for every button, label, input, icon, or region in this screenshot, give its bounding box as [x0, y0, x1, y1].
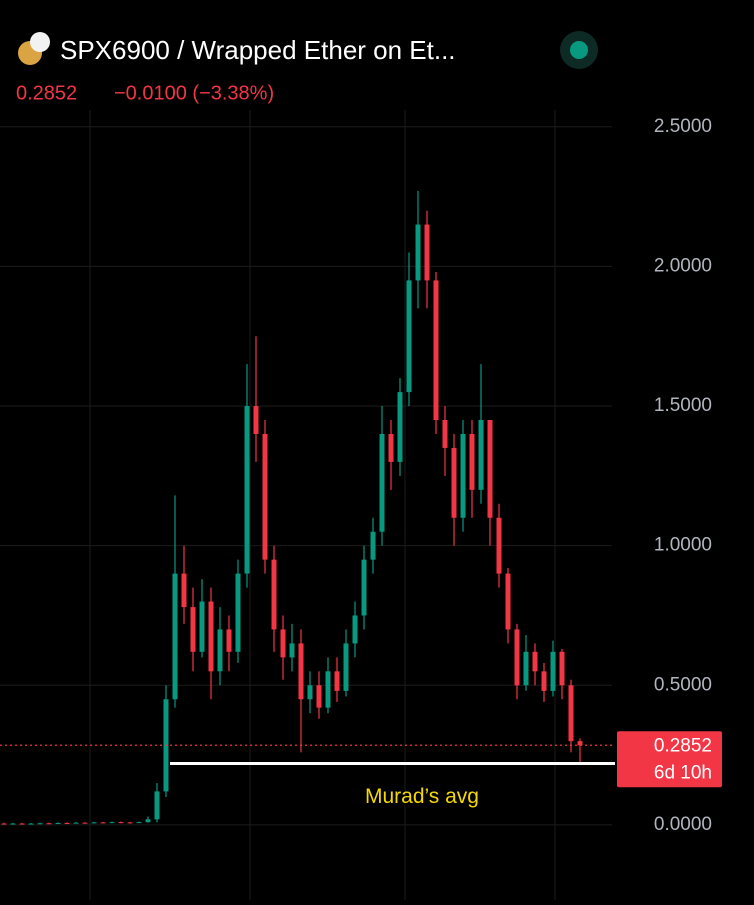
y-tick-label: 1.0000	[654, 535, 712, 556]
y-tick-label: 1.5000	[654, 395, 712, 416]
candle-body	[307, 685, 313, 700]
header-change: −0.0100 (−3.38%)	[114, 82, 274, 104]
candle-body	[361, 559, 367, 616]
y-tick-label: 2.5000	[654, 116, 712, 137]
candle-body	[253, 406, 259, 434]
candle-body	[298, 643, 304, 700]
candle-body	[244, 406, 250, 574]
logo	[18, 32, 50, 65]
candle-body	[325, 671, 331, 708]
candle-body	[577, 741, 583, 746]
candle-body	[478, 420, 484, 490]
candle-body	[19, 823, 25, 825]
candle-body	[541, 671, 547, 691]
candle-body	[433, 280, 439, 421]
chart-title: SPX6900 / Wrapped Ether on Et...	[60, 35, 456, 65]
candle-body	[514, 629, 520, 686]
candle-body	[487, 420, 493, 518]
candle-body	[235, 573, 241, 652]
candle-body	[127, 822, 133, 824]
candle-body	[46, 823, 52, 825]
annotation-label: Murad’s avg	[365, 785, 479, 808]
header-price: 0.2852	[16, 82, 77, 104]
candle-body	[568, 685, 574, 742]
candle-body	[172, 573, 178, 700]
candle-body	[316, 685, 322, 708]
y-tick-label: 2.0000	[654, 255, 712, 276]
candle-body	[496, 517, 502, 574]
candle-body	[190, 607, 196, 652]
candle-body	[199, 601, 205, 652]
candle-body	[469, 433, 475, 490]
candle-body	[334, 671, 340, 691]
candle-body	[37, 823, 43, 825]
candle-body	[154, 791, 160, 820]
candle-body	[217, 629, 223, 672]
candle-body	[1, 823, 7, 825]
candle-body	[271, 559, 277, 630]
candle-body	[559, 651, 565, 686]
candle-body	[28, 823, 34, 825]
candle-body	[442, 420, 448, 448]
candle-body	[415, 224, 421, 281]
candle-body	[550, 651, 556, 691]
candle-body	[388, 433, 394, 462]
candle-body	[532, 651, 538, 672]
candle-body	[226, 629, 232, 652]
candle-body	[91, 822, 97, 824]
candle-body	[73, 822, 79, 824]
candle-body	[262, 433, 268, 560]
candle-body	[370, 531, 376, 560]
candle-body	[280, 629, 286, 658]
candle-body	[109, 822, 115, 824]
candle-body	[289, 643, 295, 658]
candle-body	[406, 280, 412, 393]
candle-body	[424, 224, 430, 281]
candle-body	[55, 822, 61, 824]
candle-body	[136, 822, 142, 824]
candle-body	[118, 822, 124, 824]
candle-body	[523, 651, 529, 686]
candle-body	[352, 615, 358, 644]
candle-body	[460, 433, 466, 518]
candle-body	[451, 447, 457, 518]
candle-body	[505, 573, 511, 630]
candle-body	[64, 822, 70, 824]
y-tick-label: 0.0000	[654, 814, 712, 835]
countdown-label: 6d 10h	[654, 762, 712, 783]
candle-body	[145, 819, 151, 823]
price-label: 0.2852	[654, 735, 712, 756]
candle-body	[181, 573, 187, 608]
candle-body	[379, 433, 385, 532]
candle-body	[10, 823, 16, 825]
vertical-grid	[89, 110, 556, 900]
candle-body	[343, 643, 349, 691]
y-tick-label: 0.5000	[654, 674, 712, 695]
candle-body	[397, 392, 403, 462]
candle-body	[100, 822, 106, 824]
status-dot	[570, 41, 588, 59]
price-label-box	[617, 731, 722, 788]
logo-badge	[30, 32, 50, 52]
candle-body	[208, 601, 214, 672]
candle-body	[82, 822, 88, 824]
